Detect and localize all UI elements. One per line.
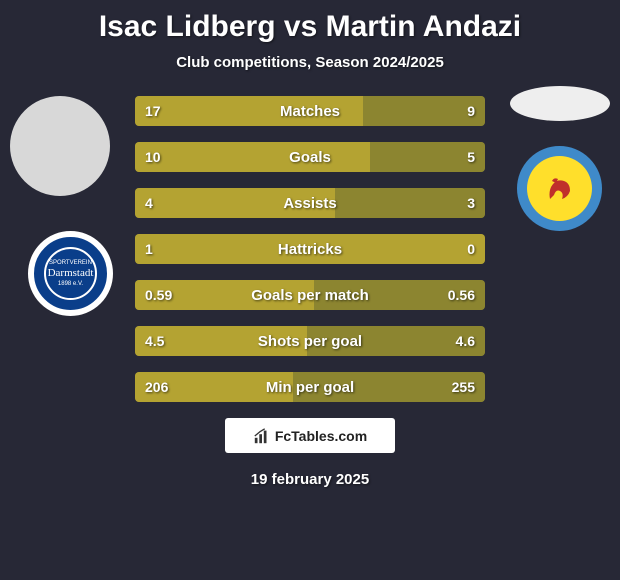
bar-value-left: 206 [145,372,168,402]
bar-value-right: 3 [467,188,475,218]
stat-bar: Assists4 3 [135,188,485,218]
bar-value-left: 4.5 [145,326,164,356]
bar-value-left: 4 [145,188,153,218]
crest-left-text-top: SPORTVEREIN [48,260,94,266]
bar-label: Assists [135,188,485,218]
bar-value-right: 4.6 [456,326,475,356]
stat-bar: Goals per match0.59 0.56 [135,280,485,310]
bar-value-left: 10 [145,142,161,172]
bar-value-right: 0 [467,234,475,264]
bar-value-left: 17 [145,96,161,126]
player-left-avatar [10,96,110,196]
bar-label: Goals per match [135,280,485,310]
player-right-avatar [510,86,610,121]
subtitle: Club competitions, Season 2024/2025 [0,54,620,71]
player-left-crest: SPORTVEREIN Darmstadt 1898 e.V. [28,231,113,316]
crest-left-text-mid: Darmstadt [48,268,94,279]
crest-left-text-bot: 1898 e.V. [48,281,94,287]
page-title: Isac Lidberg vs Martin Andazi [0,0,620,44]
footer-brand-box: FcTables.com [225,418,395,453]
comparison-content: SPORTVEREIN Darmstadt 1898 e.V. Matches1… [0,96,620,402]
lion-icon [540,169,580,209]
bar-value-left: 1 [145,234,153,264]
bar-label: Goals [135,142,485,172]
stat-bar: Matches17 9 [135,96,485,126]
stat-bar: Shots per goal4.5 4.6 [135,326,485,356]
bar-label: Min per goal [135,372,485,402]
crest-right-inner [527,156,592,221]
stat-bars: Matches179Goals105Assists43Hattricks10Go… [135,96,485,402]
bar-value-left: 0.59 [145,280,172,310]
bar-value-right: 5 [467,142,475,172]
bar-label: Shots per goal [135,326,485,356]
bar-label: Matches [135,96,485,126]
crest-left-inner: SPORTVEREIN Darmstadt 1898 e.V. [44,247,97,300]
stat-bar: Min per goal206 255 [135,372,485,402]
date-text: 19 february 2025 [0,471,620,488]
bar-value-right: 9 [467,96,475,126]
chart-icon [253,427,271,445]
bar-value-right: 0.56 [448,280,475,310]
player-right-crest [517,146,602,231]
bar-label: Hattricks [135,234,485,264]
footer-brand-text: FcTables.com [275,428,367,444]
bar-value-right: 255 [452,372,475,402]
stat-bar: Goals10 5 [135,142,485,172]
stat-bar: Hattricks1 0 [135,234,485,264]
